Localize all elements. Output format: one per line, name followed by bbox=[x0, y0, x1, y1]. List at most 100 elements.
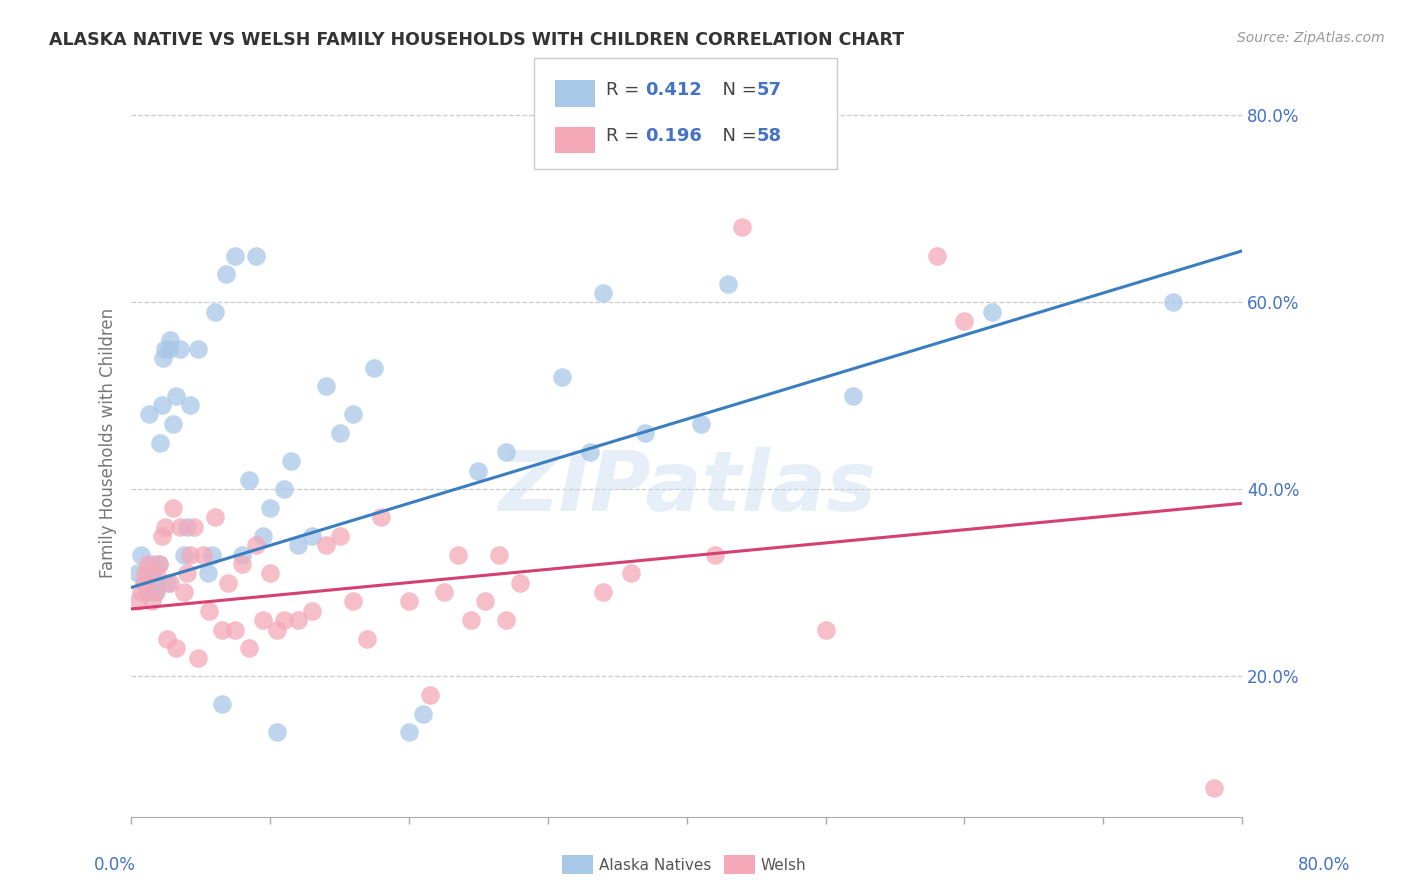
Point bbox=[129, 585, 152, 599]
Point bbox=[551, 370, 574, 384]
Point bbox=[165, 389, 187, 403]
Point bbox=[183, 519, 205, 533]
Text: Alaska Natives: Alaska Natives bbox=[599, 858, 711, 872]
Point bbox=[179, 548, 201, 562]
Point bbox=[141, 566, 163, 581]
Point bbox=[578, 445, 600, 459]
Point bbox=[245, 248, 267, 262]
Text: 0.196: 0.196 bbox=[645, 128, 702, 145]
Point bbox=[152, 351, 174, 366]
Text: N =: N = bbox=[711, 81, 763, 99]
Point bbox=[252, 529, 274, 543]
Point bbox=[127, 594, 149, 608]
Point bbox=[252, 613, 274, 627]
Point bbox=[342, 594, 364, 608]
Point bbox=[198, 604, 221, 618]
Point bbox=[1204, 781, 1226, 796]
Point bbox=[176, 519, 198, 533]
Point bbox=[187, 650, 209, 665]
Point bbox=[488, 548, 510, 562]
Point bbox=[153, 519, 176, 533]
Point bbox=[315, 379, 337, 393]
Point bbox=[266, 623, 288, 637]
Point bbox=[717, 277, 740, 291]
Point bbox=[342, 408, 364, 422]
Point bbox=[204, 510, 226, 524]
Text: R =: R = bbox=[606, 81, 645, 99]
Point bbox=[156, 632, 179, 646]
Point bbox=[143, 585, 166, 599]
Point bbox=[446, 548, 468, 562]
Point bbox=[153, 342, 176, 356]
Point bbox=[259, 500, 281, 515]
Point bbox=[287, 613, 309, 627]
Point bbox=[925, 248, 948, 262]
Point bbox=[329, 529, 352, 543]
Point bbox=[157, 342, 180, 356]
Point bbox=[187, 342, 209, 356]
Point bbox=[689, 417, 711, 431]
Point bbox=[162, 500, 184, 515]
Point bbox=[953, 314, 976, 328]
Point bbox=[141, 594, 163, 608]
Point bbox=[201, 548, 224, 562]
Point bbox=[132, 575, 155, 590]
Point bbox=[273, 483, 295, 497]
Point bbox=[301, 604, 323, 618]
Text: R =: R = bbox=[606, 128, 645, 145]
Y-axis label: Family Households with Children: Family Households with Children bbox=[100, 308, 117, 578]
Point bbox=[495, 445, 517, 459]
Point bbox=[173, 585, 195, 599]
Point bbox=[398, 594, 420, 608]
Point bbox=[592, 285, 614, 300]
Point bbox=[211, 698, 233, 712]
Text: ALASKA NATIVE VS WELSH FAMILY HOUSEHOLDS WITH CHILDREN CORRELATION CHART: ALASKA NATIVE VS WELSH FAMILY HOUSEHOLDS… bbox=[49, 31, 904, 49]
Text: ZIPatlas: ZIPatlas bbox=[498, 447, 876, 528]
Point bbox=[136, 557, 159, 571]
Point bbox=[259, 566, 281, 581]
Point bbox=[193, 548, 215, 562]
Point bbox=[238, 641, 260, 656]
Point bbox=[165, 641, 187, 656]
Point bbox=[238, 473, 260, 487]
Text: 0.0%: 0.0% bbox=[94, 856, 136, 874]
Point bbox=[211, 623, 233, 637]
Point bbox=[217, 575, 239, 590]
Text: N =: N = bbox=[711, 128, 763, 145]
Point bbox=[474, 594, 496, 608]
Point bbox=[148, 557, 170, 571]
Point bbox=[419, 688, 441, 702]
Point bbox=[169, 342, 191, 356]
Point bbox=[173, 548, 195, 562]
Point bbox=[179, 398, 201, 412]
Point bbox=[509, 575, 531, 590]
Point bbox=[145, 566, 167, 581]
Point bbox=[224, 623, 246, 637]
Point bbox=[814, 623, 837, 637]
Point bbox=[143, 575, 166, 590]
Point bbox=[842, 389, 865, 403]
Point bbox=[398, 725, 420, 739]
Point bbox=[197, 566, 219, 581]
Point bbox=[356, 632, 378, 646]
Text: Welsh: Welsh bbox=[761, 858, 806, 872]
Point bbox=[245, 538, 267, 552]
Point bbox=[204, 304, 226, 318]
Point bbox=[169, 519, 191, 533]
Point bbox=[981, 304, 1004, 318]
Text: 80.0%: 80.0% bbox=[1298, 856, 1351, 874]
Point bbox=[433, 585, 456, 599]
Text: 57: 57 bbox=[756, 81, 782, 99]
Point bbox=[142, 557, 165, 571]
Point bbox=[634, 426, 657, 441]
Point bbox=[620, 566, 643, 581]
Point bbox=[370, 510, 392, 524]
Point bbox=[1161, 295, 1184, 310]
Point bbox=[460, 613, 482, 627]
Point bbox=[148, 557, 170, 571]
Point bbox=[731, 220, 754, 235]
Point bbox=[145, 585, 167, 599]
Text: Source: ZipAtlas.com: Source: ZipAtlas.com bbox=[1237, 31, 1385, 45]
Point bbox=[280, 454, 302, 468]
Point bbox=[301, 529, 323, 543]
